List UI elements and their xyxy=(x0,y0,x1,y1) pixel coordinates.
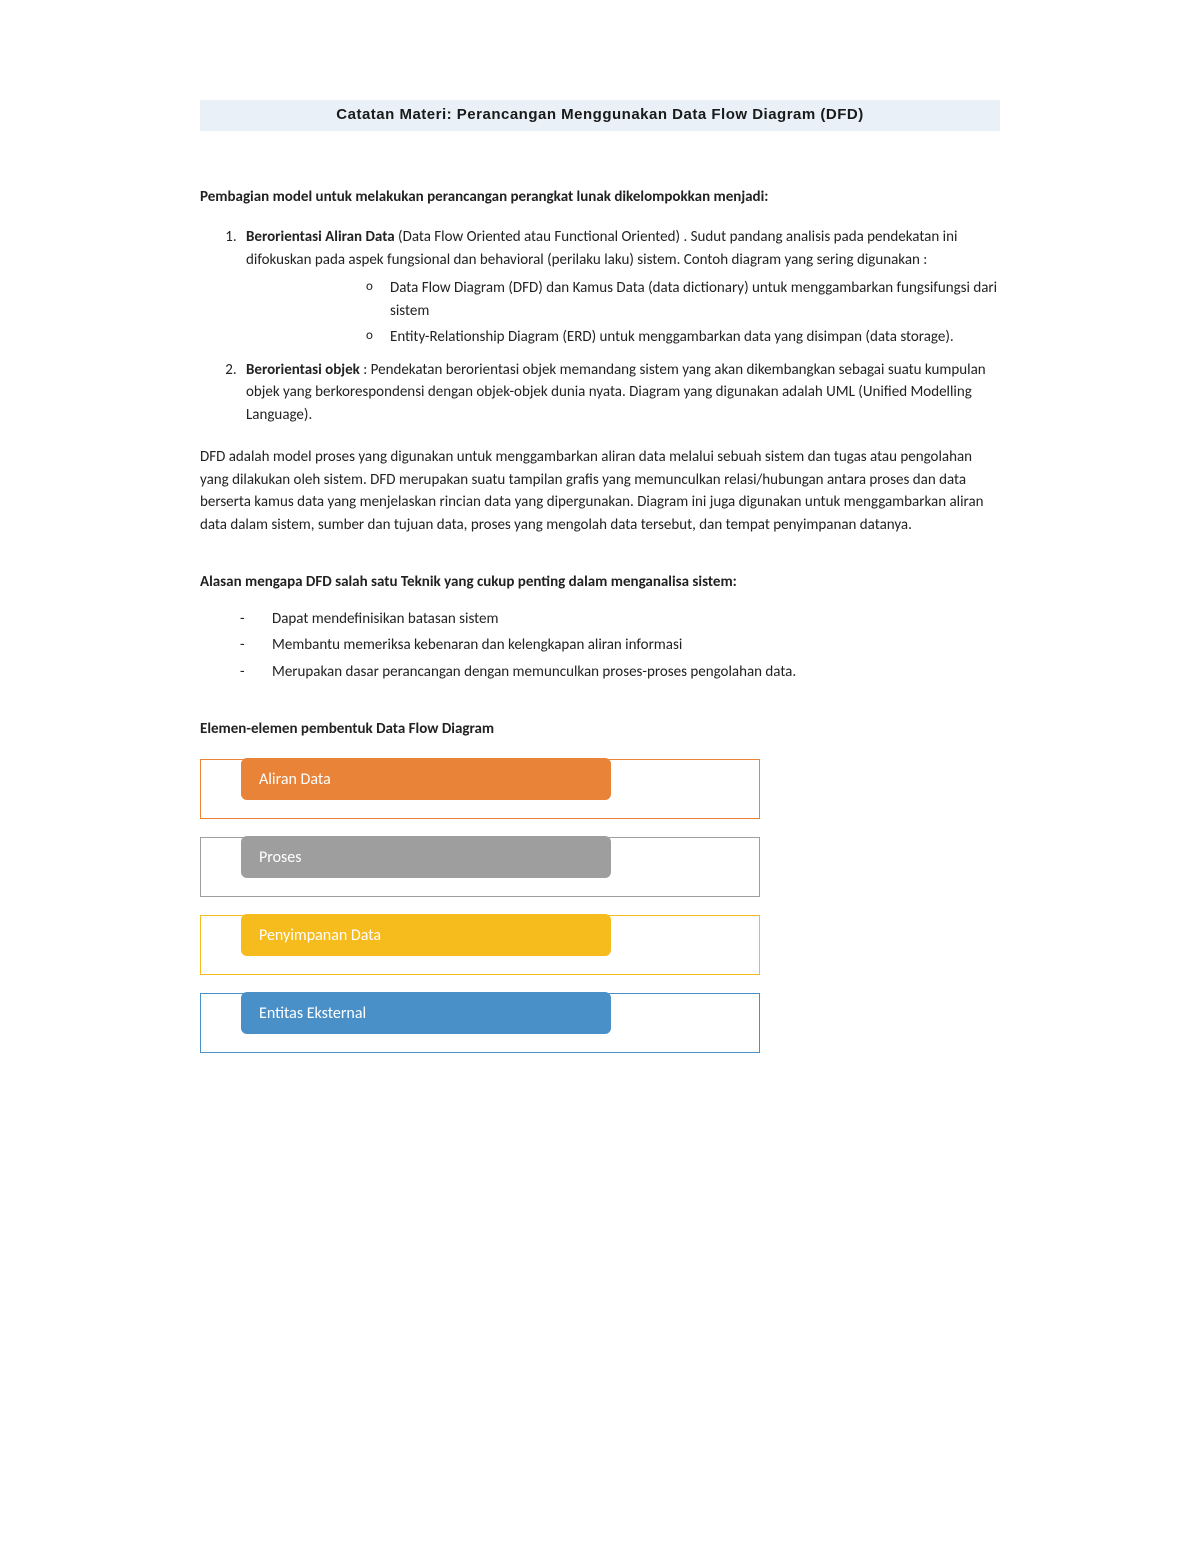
page-title: Catatan Materi: Perancangan Menggunakan … xyxy=(336,106,863,123)
reasons-heading: Alasan mengapa DFD salah satu Teknik yan… xyxy=(200,571,1000,594)
elements-heading: Elemen-elemen pembentuk Data Flow Diagra… xyxy=(200,718,1000,741)
element-tab-penyimpanan-data: Penyimpanan Data xyxy=(241,914,611,956)
model-item-1-label: Berorientasi Aliran Data xyxy=(246,228,395,246)
document-page: Catatan Materi: Perancangan Menggunakan … xyxy=(100,0,1100,1221)
reasons-list: Dapat mendefinisikan batasan sistem Memb… xyxy=(200,608,1000,684)
page-title-bar: Catatan Materi: Perancangan Menggunakan … xyxy=(200,100,1000,131)
reason-item: Merupakan dasar perancangan dengan memun… xyxy=(240,661,1000,684)
element-tab-proses: Proses xyxy=(241,836,611,878)
element-label: Proses xyxy=(259,848,302,867)
element-label: Penyimpanan Data xyxy=(259,926,381,945)
reason-item: Membantu memeriksa kebenaran dan kelengk… xyxy=(240,634,1000,657)
element-block-aliran-data: Aliran Data xyxy=(200,759,760,819)
model-item-1: Berorientasi Aliran Data (Data Flow Orie… xyxy=(240,226,1000,349)
model-item-1-sublist: Data Flow Diagram (DFD) dan Kamus Data (… xyxy=(366,277,1000,349)
elements-diagram: Aliran Data Proses Penyimpanan Data Enti… xyxy=(200,759,760,1053)
sublist-item-2: Entity-Relationship Diagram (ERD) untuk … xyxy=(366,326,1000,349)
intro-heading: Pembagian model untuk melakukan perancan… xyxy=(200,186,1000,209)
model-item-2: Berorientasi objek : Pendekatan berorien… xyxy=(240,359,1000,427)
model-item-2-label: Berorientasi objek xyxy=(246,361,360,379)
element-block-penyimpanan-data: Penyimpanan Data xyxy=(200,915,760,975)
element-block-entitas-eksternal: Entitas Eksternal xyxy=(200,993,760,1053)
element-tab-entitas-eksternal: Entitas Eksternal xyxy=(241,992,611,1034)
reason-item: Dapat mendefinisikan batasan sistem xyxy=(240,608,1000,631)
element-label: Entitas Eksternal xyxy=(259,1004,366,1023)
dfd-paragraph: DFD adalah model proses yang digunakan u… xyxy=(200,446,1000,536)
sublist-item-1: Data Flow Diagram (DFD) dan Kamus Data (… xyxy=(366,277,1000,322)
element-tab-aliran-data: Aliran Data xyxy=(241,758,611,800)
model-list: Berorientasi Aliran Data (Data Flow Orie… xyxy=(200,226,1000,426)
element-label: Aliran Data xyxy=(259,770,331,789)
element-block-proses: Proses xyxy=(200,837,760,897)
